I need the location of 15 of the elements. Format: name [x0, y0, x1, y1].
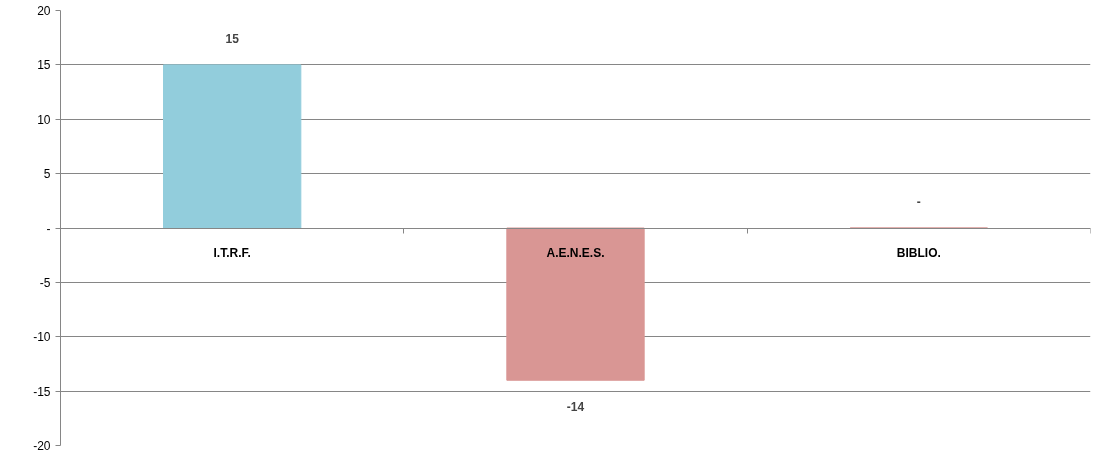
y-tick-label: 20 [37, 4, 51, 18]
x-tick-label: I.T.R.F. [213, 246, 251, 260]
x-tick-label: A.E.N.E.S. [546, 246, 605, 260]
y-tick-label: -5 [39, 275, 51, 290]
y-tick-label: 15 [37, 58, 51, 73]
y-tick-label: 10 [37, 112, 51, 127]
data-label: - [916, 195, 921, 210]
y-tick-label: -20 [33, 439, 51, 453]
y-tick-label: 5 [43, 167, 51, 182]
y-tick-label: -10 [33, 330, 51, 345]
y-tick-label: - [46, 221, 51, 236]
data-label: 15 [225, 32, 240, 47]
data-label: -14 [566, 399, 585, 414]
x-tick-label: BIBLIO. [896, 246, 941, 260]
y-tick-label: -15 [33, 384, 51, 399]
